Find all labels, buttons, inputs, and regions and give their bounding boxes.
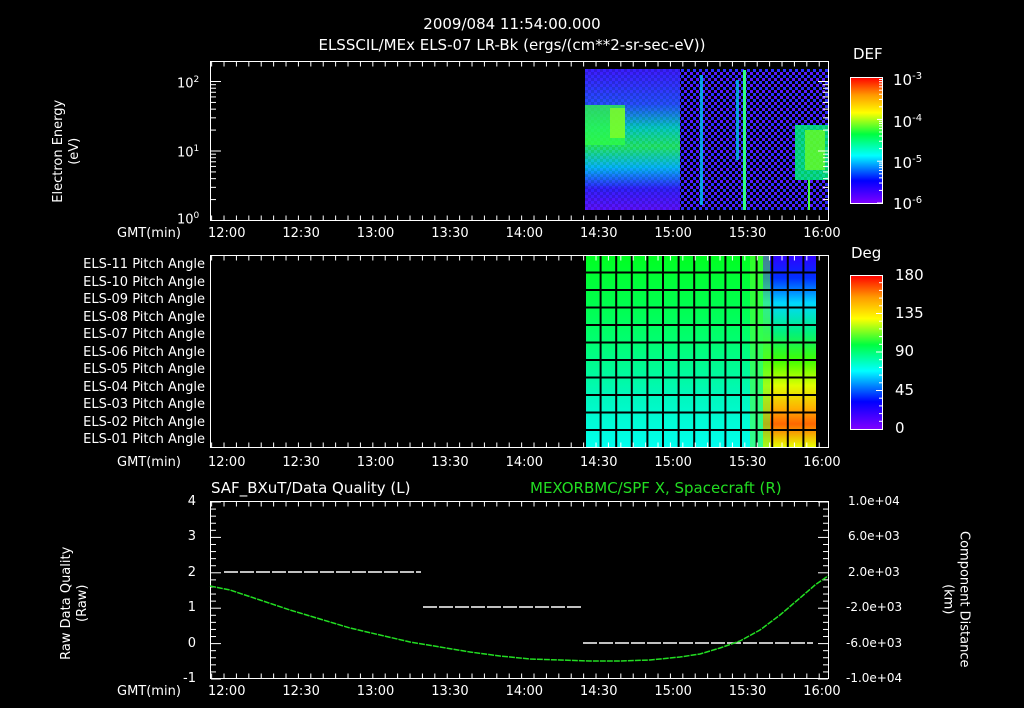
time-tick-label: 16:00	[803, 455, 841, 470]
def-tick: 10-6	[893, 195, 923, 213]
time-tick-label: 15:00	[654, 455, 692, 470]
time-tick-label: 13:00	[356, 226, 395, 241]
time-tick-label: 15:30	[728, 226, 767, 241]
deg-tick-135: 135	[895, 304, 924, 322]
time-tick-label: 15:30	[728, 684, 767, 699]
pitch-angle-row-label: ELS-05 Pitch Angle	[83, 362, 205, 377]
def-colorbar-title: DEF	[853, 45, 883, 63]
time-tick-label: 12:00	[208, 684, 246, 699]
distance-tick-label: 1.0e+04	[848, 494, 900, 508]
def-tick: 10-3	[893, 71, 923, 89]
energy-tick-10: 101	[177, 144, 200, 161]
time-tick-label: 13:30	[431, 455, 469, 470]
pitch-angle-row-label: ELS-01 Pitch Angle	[83, 432, 205, 447]
energy-axis-label: Electron Energy (eV)	[50, 99, 82, 203]
time-tick-label: 13:30	[431, 684, 469, 699]
pitch-angle-row-label: ELS-07 Pitch Angle	[83, 327, 205, 342]
pitch-angle-row-label: ELS-03 Pitch Angle	[83, 397, 205, 412]
pitch-angle-row-label: ELS-02 Pitch Angle	[83, 414, 205, 430]
energy-tick-1: 100	[177, 211, 200, 228]
time-tick-label: 16:00	[803, 684, 841, 699]
time-tick-label: 12:00	[208, 226, 246, 241]
data-quality-title: SAF_BXuT/Data Quality (L)	[211, 479, 411, 497]
energy-spectrogram	[585, 69, 828, 210]
time-tick-label: 14:30	[580, 226, 618, 241]
time-tick-label: 14:00	[505, 455, 544, 470]
time-tick-label: 13:30	[431, 226, 469, 241]
time-tick-label: 13:00	[356, 455, 395, 470]
quality-tick-label: 2	[187, 564, 196, 580]
deg-colorbar-title: Deg	[851, 244, 882, 262]
pitch-angle-row-label: ELS-04 Pitch Angle	[83, 379, 205, 395]
data-quality-trace	[224, 571, 813, 644]
pitch-angle-row-label: ELS-08 Pitch Angle	[83, 309, 205, 325]
time-tick-label: 14:30	[580, 455, 618, 470]
pitch-angle-row-label: ELS-06 Pitch Angle	[83, 344, 205, 360]
time-axis-label: GMT(min)	[117, 455, 181, 470]
deg-tick-90: 90	[895, 342, 915, 360]
time-axis-label: GMT(min)	[117, 684, 181, 699]
plot-timestamp: 2009/084 11:54:00.000	[423, 15, 601, 33]
pitch-angle-row-label: ELS-11 Pitch Angle	[83, 257, 205, 272]
time-tick-label: 14:00	[505, 684, 544, 699]
time-tick-label: 15:00	[654, 226, 692, 241]
pitch-angle-row-label: ELS-09 Pitch Angle	[83, 292, 205, 307]
distance-tick-label: 6.0e+03	[848, 529, 900, 544]
pitch-angle-heatmap	[584, 255, 818, 447]
time-tick-label: 15:30	[728, 455, 767, 470]
distance-tick-label: -6.0e+03	[846, 635, 903, 650]
time-tick-label: 12:30	[282, 455, 320, 470]
deg-tick-45: 45	[895, 381, 915, 399]
distance-tick-label: -2.0e+03	[846, 600, 903, 615]
time-tick-label: 12:30	[282, 226, 320, 241]
spacecraft-title: MEXORBMC/SPF X, Spacecraft (R)	[530, 479, 782, 497]
time-tick-label: 15:00	[654, 684, 692, 699]
time-axis-label: GMT(min)	[117, 226, 181, 241]
distance-tick-label: -1.0e+04	[846, 671, 903, 685]
quality-tick-label: 0	[187, 635, 196, 651]
time-tick-label: 16:00	[803, 226, 841, 241]
def-tick: 10-5	[893, 154, 923, 172]
def-tick: 10-4	[893, 113, 923, 131]
distance-tick-label: 2.0e+03	[848, 564, 900, 579]
quality-axis-label: Raw Data Quality (Raw)	[58, 546, 90, 660]
quality-tick-label: 3	[187, 529, 196, 545]
quality-tick-label: -1	[183, 671, 196, 686]
pitch-angle-row-label: ELS-10 Pitch Angle	[83, 274, 205, 290]
quality-tick-label: 1	[187, 600, 196, 616]
plot-subtitle: ELSSCIL/MEx ELS-07 LR-Bk (ergs/(cm**2-sr…	[318, 36, 706, 54]
spacecraft-x-trace	[209, 575, 829, 662]
deg-tick-180: 180	[895, 266, 924, 284]
time-tick-label: 13:00	[356, 684, 395, 699]
quality-tick-label: 4	[187, 494, 196, 509]
time-tick-label: 14:00	[505, 226, 544, 241]
deg-tick-0: 0	[895, 419, 905, 437]
time-tick-label: 12:00	[208, 455, 246, 470]
energy-tick-100: 102	[177, 75, 200, 92]
time-tick-label: 14:30	[580, 684, 618, 699]
time-tick-label: 12:30	[282, 684, 320, 699]
distance-axis-label: Component Distance (km)	[940, 531, 972, 668]
